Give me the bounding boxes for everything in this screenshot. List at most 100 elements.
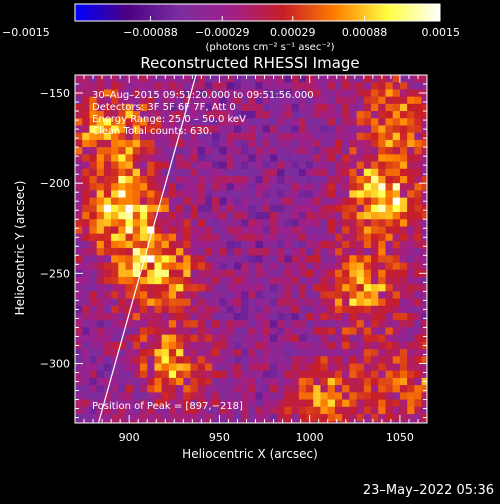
heatmap-cell — [103, 341, 112, 350]
heatmap-cell — [392, 103, 401, 112]
heatmap-cell — [385, 276, 394, 285]
heatmap-cell — [183, 183, 191, 191]
heatmap-cell — [161, 175, 170, 184]
heatmap-cell — [277, 132, 285, 141]
heatmap-cell — [226, 248, 235, 256]
heatmap-cell — [219, 139, 227, 148]
heatmap-cell — [161, 276, 170, 285]
heatmap-cell — [226, 96, 235, 105]
heatmap-cell — [378, 255, 386, 263]
heatmap-cell — [82, 385, 90, 393]
heatmap-cell — [306, 313, 314, 321]
heatmap-cell — [262, 385, 271, 393]
heatmap-cell — [241, 139, 249, 148]
heatmap-cell — [89, 327, 97, 335]
heatmap-cell — [75, 168, 83, 177]
heatmap-cell — [363, 197, 372, 206]
heatmap-cell — [334, 349, 343, 357]
heatmap-cell — [82, 291, 90, 299]
heatmap-cell — [183, 356, 191, 364]
heatmap-cell — [356, 168, 365, 177]
heatmap-cell — [176, 363, 184, 372]
heatmap-cell — [421, 111, 428, 119]
heatmap-cell — [103, 356, 112, 364]
heatmap-cell — [125, 284, 134, 292]
heatmap-cell — [111, 298, 119, 307]
heatmap-cell — [291, 183, 300, 191]
heatmap-cell — [356, 284, 365, 292]
heatmap-cell — [421, 406, 428, 415]
heatmap-cell — [313, 197, 321, 206]
heatmap-cell — [248, 75, 256, 83]
heatmap-cell — [342, 291, 350, 299]
heatmap-cell — [118, 118, 126, 126]
heatmap-cell — [378, 269, 386, 278]
heatmap-cell — [306, 139, 314, 148]
heatmap-cell — [269, 204, 278, 213]
heatmap-cell — [219, 284, 227, 292]
heatmap-cell — [168, 125, 177, 133]
heatmap-cell — [168, 363, 177, 372]
heatmap-cell — [306, 385, 314, 393]
heatmap-cell — [277, 111, 285, 119]
heatmap-cell — [139, 147, 148, 155]
heatmap-cell — [313, 341, 321, 350]
heatmap-cell — [111, 269, 119, 278]
heatmap-cell — [96, 385, 105, 393]
heatmap-cell — [313, 240, 321, 249]
heatmap-cell — [298, 377, 307, 386]
heatmap-cell — [204, 313, 213, 321]
heatmap-cell — [298, 89, 307, 97]
heatmap-cell — [241, 284, 249, 292]
heatmap-cell — [197, 233, 206, 242]
heatmap-cell — [327, 197, 336, 206]
heatmap-cell — [176, 154, 184, 162]
heatmap-cell — [233, 341, 242, 350]
heatmap-cell — [327, 255, 336, 263]
heatmap-cell — [334, 248, 343, 256]
heatmap-cell — [168, 262, 177, 271]
heatmap-cell — [342, 313, 350, 321]
heatmap-cell — [392, 118, 401, 126]
heatmap-cell — [226, 125, 235, 133]
heatmap-cell — [147, 197, 155, 206]
heatmap-cell — [399, 421, 408, 424]
heatmap-cell — [399, 111, 408, 119]
heatmap-cell — [212, 413, 220, 422]
heatmap-cell — [147, 255, 155, 263]
heatmap-cell — [96, 421, 105, 424]
heatmap-cell — [320, 240, 329, 249]
heatmap-cell — [204, 111, 213, 119]
heatmap-cell — [233, 139, 242, 148]
heatmap-cell — [414, 197, 422, 206]
heatmap-cell — [96, 226, 105, 234]
heatmap-cell — [385, 313, 394, 321]
heatmap-cell — [89, 204, 97, 213]
y-tick-label: −250 — [40, 267, 70, 280]
heatmap-cell — [190, 96, 199, 105]
heatmap-cell — [132, 370, 141, 379]
heatmap-cell — [219, 125, 227, 133]
heatmap-cell — [147, 125, 155, 133]
heatmap-cell — [197, 406, 206, 415]
heatmap-cell — [277, 161, 285, 170]
heatmap-cell — [103, 377, 112, 386]
heatmap-cell — [306, 240, 314, 249]
heatmap-cell — [103, 233, 112, 242]
heatmap-cell — [82, 269, 90, 278]
heatmap-cell — [334, 233, 343, 242]
heatmap-cell — [125, 212, 134, 220]
heatmap-cell — [320, 89, 329, 97]
heatmap-cell — [269, 219, 278, 227]
heatmap-cell — [371, 125, 379, 133]
heatmap-cell — [356, 255, 365, 263]
heatmap-cell — [139, 255, 148, 263]
heatmap-cell — [378, 406, 386, 415]
heatmap-cell — [334, 139, 343, 148]
heatmap-cell — [176, 132, 184, 141]
heatmap-cell — [197, 276, 206, 285]
heatmap-cell — [226, 305, 235, 314]
heatmap-cell — [313, 183, 321, 191]
heatmap-cell — [313, 82, 321, 90]
